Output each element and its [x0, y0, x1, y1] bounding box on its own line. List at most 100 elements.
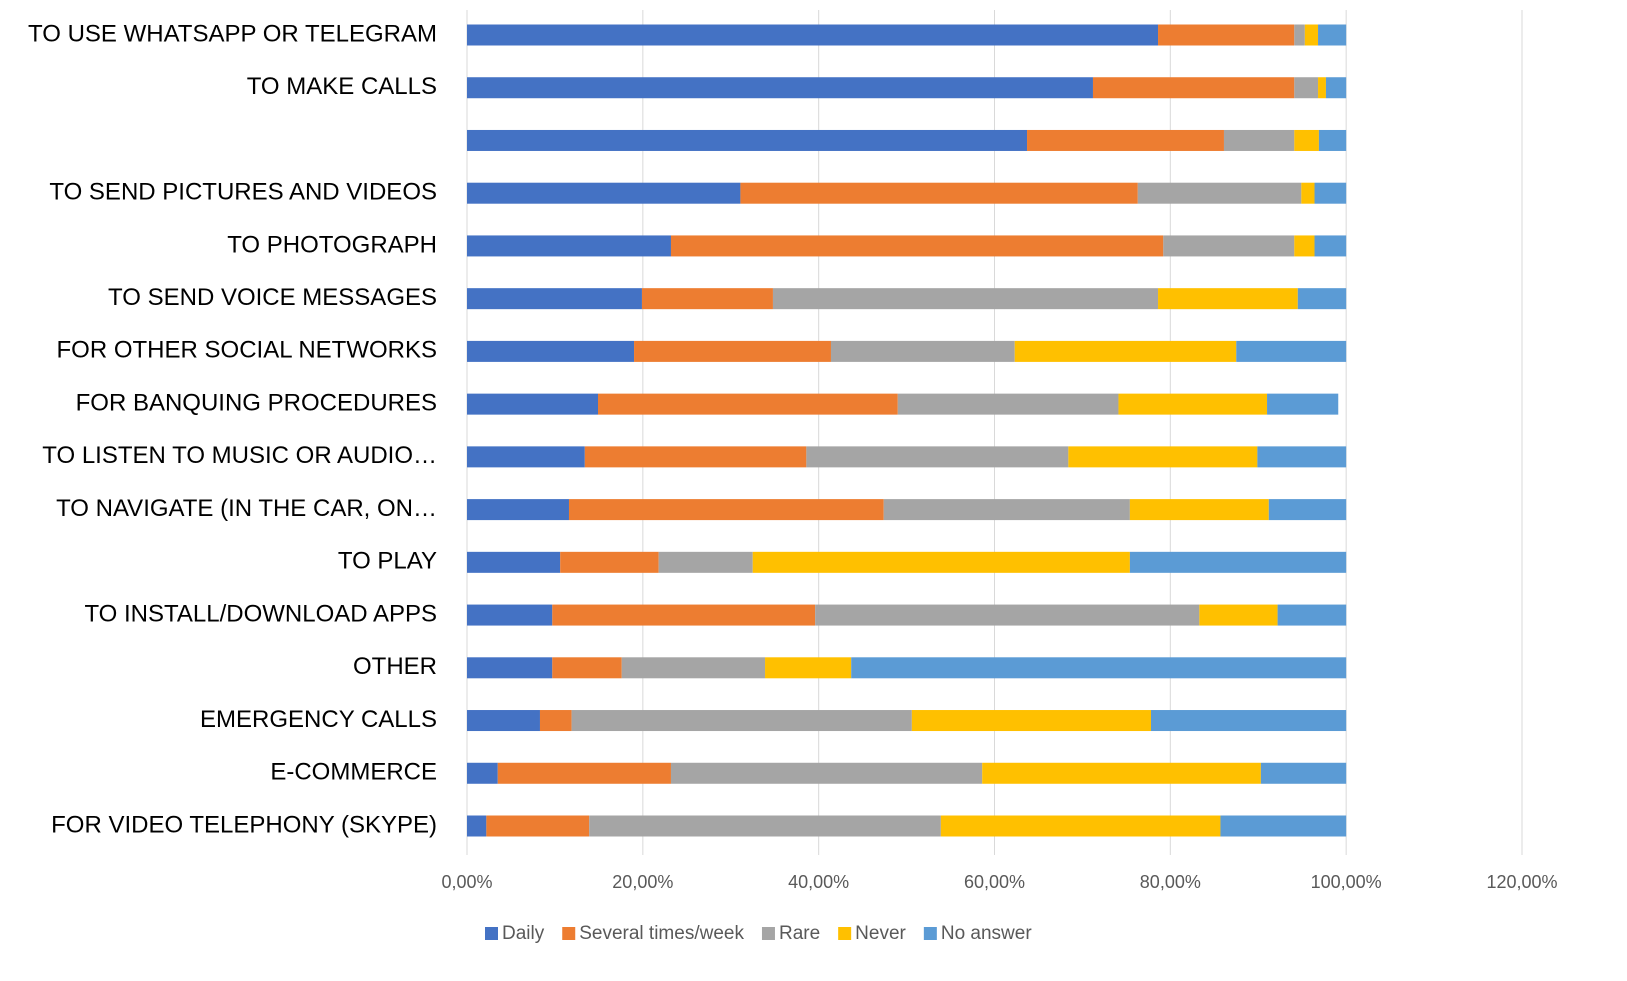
bar-segment: [467, 24, 1159, 46]
bar-segment: [1118, 393, 1268, 415]
bar-segment: [897, 393, 1119, 415]
y-tick-label: TO PLAY: [338, 548, 437, 575]
bar-segment: [467, 77, 1093, 99]
y-tick-label: TO MAKE CALLS: [247, 73, 437, 100]
legend-label: Daily: [502, 923, 545, 944]
bar-segment: [467, 604, 553, 626]
bar-segment: [1129, 499, 1269, 521]
bar-segment: [1325, 77, 1347, 99]
bar-segment: [467, 340, 635, 362]
y-tick-label: TO SEND PICTURES AND VIDEOS: [49, 179, 437, 206]
bar-segment: [467, 288, 642, 310]
bar-segment: [497, 762, 671, 784]
bar-segment: [539, 710, 572, 732]
bar-segment: [982, 762, 1261, 784]
legend-label: Never: [855, 923, 906, 944]
legend-swatch: [761, 927, 775, 940]
y-tick-label: TO PHOTOGRAPH: [227, 231, 437, 258]
bar-segment: [1267, 393, 1339, 415]
legend-label: Rare: [779, 923, 820, 944]
bar-segment: [467, 815, 487, 837]
y-tick-label: TO USE WHATSAPP OR TELEGRAM: [28, 20, 437, 47]
bar-segment: [1068, 446, 1258, 468]
bar-segment: [911, 710, 1151, 732]
bar-segment: [740, 182, 1138, 204]
legend-swatch: [838, 927, 852, 940]
legend-label: No answer: [941, 923, 1032, 944]
bar-segment: [1318, 129, 1347, 151]
bar-segment: [597, 393, 898, 415]
bar-segment: [467, 710, 540, 732]
bar-segment: [1150, 710, 1347, 732]
y-tick-label: FOR VIDEO TELEPHONY (SKYPE): [51, 811, 437, 838]
bar-segment: [467, 762, 498, 784]
bar-segment: [571, 710, 912, 732]
bar-segment: [1220, 815, 1347, 837]
bar-segment: [552, 604, 816, 626]
y-tick-label: FOR OTHER SOCIAL NETWORKS: [57, 337, 437, 364]
legend-swatch: [923, 927, 937, 940]
bar-segment: [1314, 235, 1347, 257]
bar-segment: [765, 657, 852, 679]
bar-segment: [467, 446, 585, 468]
legend-swatch: [562, 927, 576, 940]
x-tick-label: 120,00%: [1486, 872, 1557, 892]
y-tick-label: TO LISTEN TO MUSIC OR AUDIO…: [42, 442, 437, 469]
x-tick-label: 40,00%: [788, 872, 849, 892]
x-tick-label: 80,00%: [1140, 872, 1201, 892]
bar-segment: [1318, 24, 1347, 46]
bar-segment: [1199, 604, 1278, 626]
x-tick-label: 0,00%: [441, 872, 492, 892]
bar-segment: [552, 657, 622, 679]
bar-segment: [1277, 604, 1347, 626]
bar-segment: [467, 657, 553, 679]
y-tick-label: OTHER: [353, 653, 437, 680]
bar-segment: [467, 129, 1028, 151]
bar-segment: [1137, 182, 1302, 204]
y-tick-label: TO INSTALL/DOWNLOAD APPS: [84, 600, 437, 627]
bar-segment: [1314, 182, 1347, 204]
bar-segment: [1304, 24, 1319, 46]
bar-segment: [589, 815, 941, 837]
legend-swatch: [485, 927, 498, 940]
bar-segment: [1294, 24, 1305, 46]
bar-segment: [1294, 235, 1315, 257]
bar-segment: [1294, 129, 1319, 151]
bar-segment: [1129, 551, 1347, 573]
bar-segment: [621, 657, 766, 679]
bar-segment: [1257, 446, 1347, 468]
bar-segment: [940, 815, 1221, 837]
bar-segment: [1268, 499, 1347, 521]
bar-segment: [584, 446, 807, 468]
bar-segment: [1158, 24, 1295, 46]
x-tick-label: 100,00%: [1311, 872, 1382, 892]
bar-segment: [1014, 340, 1237, 362]
bar-segment: [883, 499, 1130, 521]
bar-segment: [467, 551, 561, 573]
bar-segment: [830, 340, 1015, 362]
legend-label: Several times/week: [579, 923, 744, 944]
y-tick-label: TO SEND VOICE MESSAGES: [108, 284, 437, 311]
bar-segment: [1092, 77, 1295, 99]
bar-segment: [486, 815, 590, 837]
bar-segment: [806, 446, 1069, 468]
bar-segment: [1260, 762, 1347, 784]
x-tick-label: 20,00%: [612, 872, 673, 892]
bar-segment: [1163, 235, 1295, 257]
x-tick-label: 60,00%: [964, 872, 1025, 892]
bar-segment: [670, 235, 1164, 257]
bar-segment: [658, 551, 753, 573]
bar-segment: [772, 288, 1159, 310]
bar-segment: [815, 604, 1200, 626]
bar-segment: [568, 499, 884, 521]
bar-segment: [467, 235, 671, 257]
bar-segment: [752, 551, 1130, 573]
bar-segment: [670, 762, 983, 784]
bar-segment: [1318, 77, 1326, 99]
y-tick-label: E-COMMERCE: [270, 759, 437, 786]
bar-segment: [851, 657, 1347, 679]
bar-segment: [467, 182, 741, 204]
bar-segment: [1301, 182, 1315, 204]
bar-segment: [1236, 340, 1347, 362]
